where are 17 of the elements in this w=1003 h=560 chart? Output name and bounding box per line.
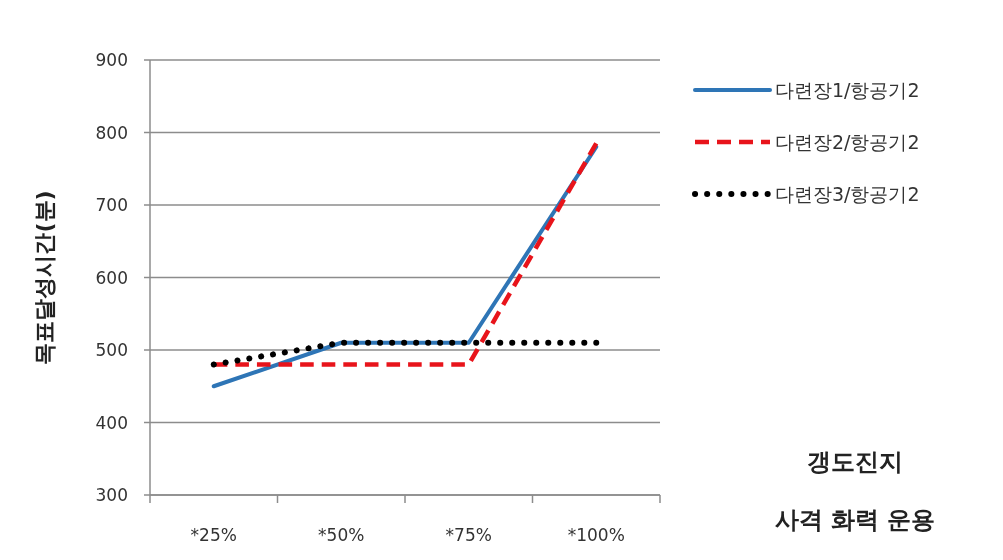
y-tick-label: 700 bbox=[95, 195, 128, 215]
text: 갱도진지 bbox=[807, 448, 903, 476]
y-tick-label: 800 bbox=[95, 122, 128, 143]
y-tick-label: 900 bbox=[95, 50, 128, 70]
y-axis-title: 목표달성시간(분) bbox=[32, 190, 57, 365]
legend-label: 다련장2/항공기2 bbox=[775, 131, 920, 153]
y-tick-label: 500 bbox=[95, 340, 128, 360]
x-tick-label: *100% bbox=[567, 525, 625, 545]
x-tick-label: *75% bbox=[445, 525, 492, 545]
text: 사격 화력 운용 bbox=[774, 506, 936, 534]
y-tick-label: 300 bbox=[95, 485, 128, 505]
x-tick-label: *25% bbox=[190, 525, 237, 545]
y-tick-label: 600 bbox=[95, 267, 128, 288]
x-tick-label: *50% bbox=[318, 525, 365, 545]
legend-label: 다련장1/항공기2 bbox=[775, 79, 920, 101]
legend-label: 다련장3/항공기2 bbox=[775, 183, 920, 205]
y-tick-label: 400 bbox=[95, 412, 128, 433]
